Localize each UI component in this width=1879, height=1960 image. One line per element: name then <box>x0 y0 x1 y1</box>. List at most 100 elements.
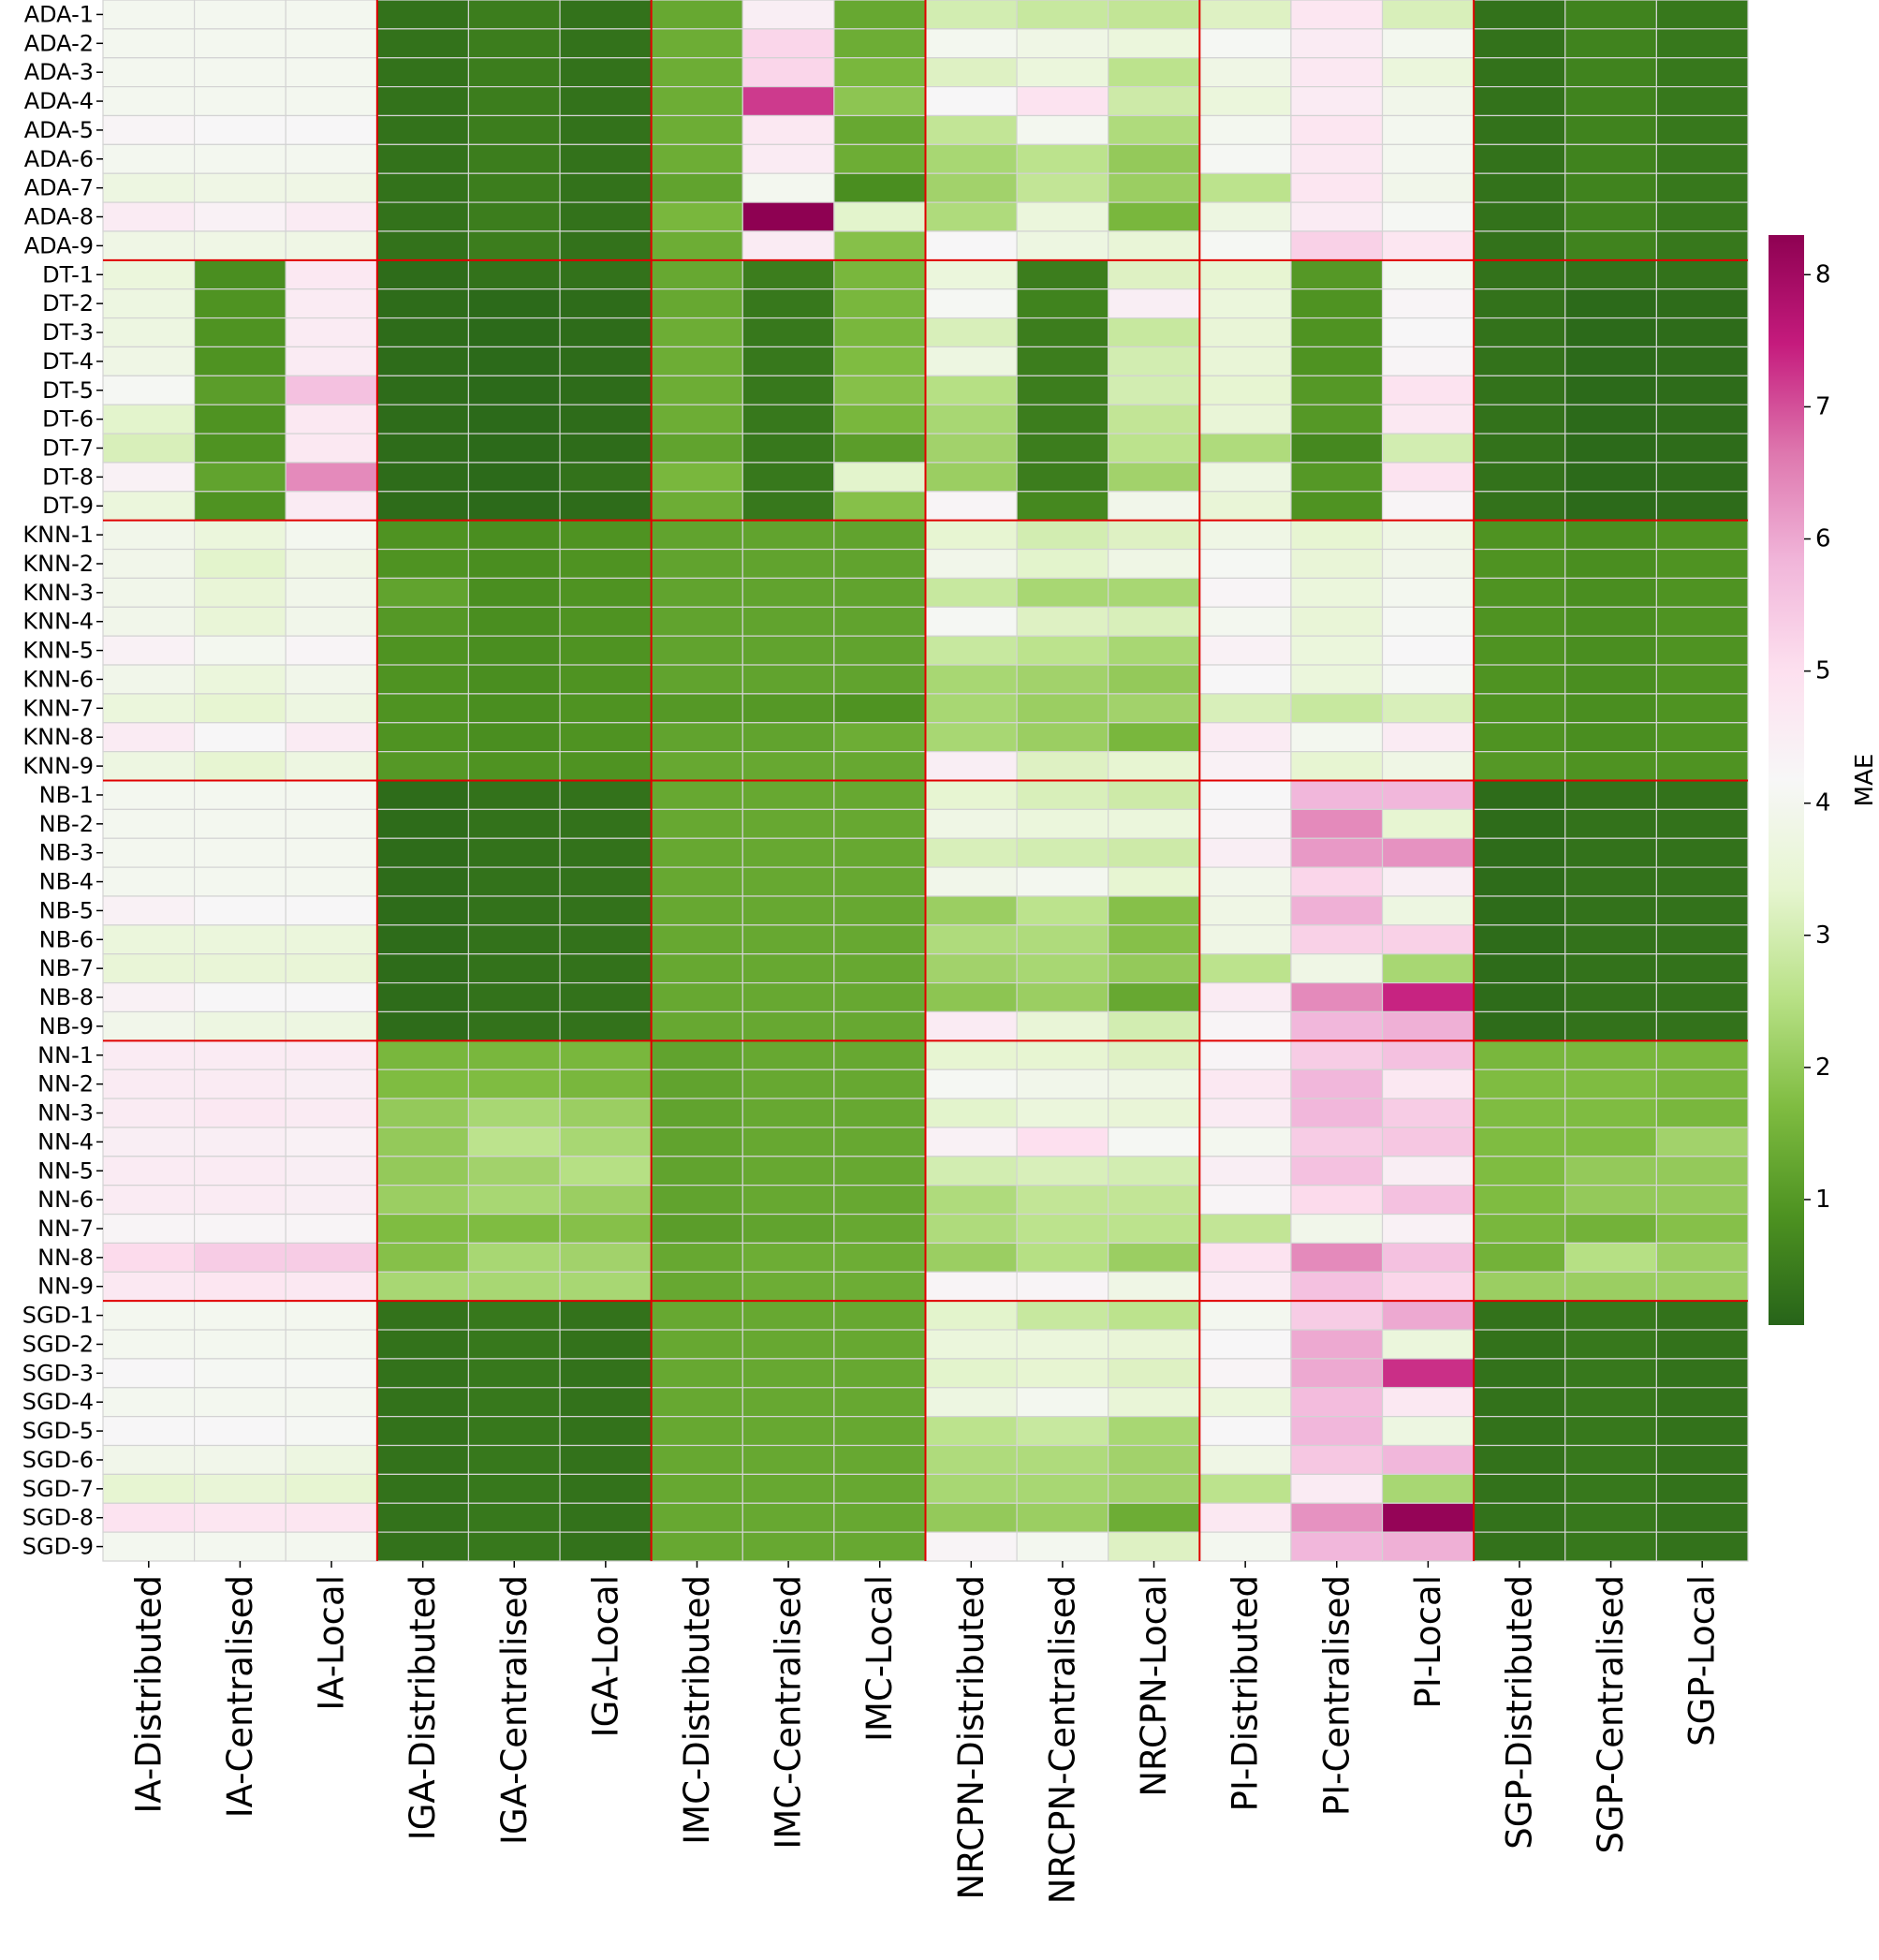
heatmap-cell <box>833 751 927 782</box>
heatmap-cell <box>833 143 927 174</box>
heatmap-cell <box>1198 779 1292 810</box>
heatmap-cell <box>1198 57 1292 88</box>
heatmap-cell <box>833 0 927 30</box>
heatmap-cell <box>102 953 196 984</box>
heatmap-cell <box>1108 1242 1200 1273</box>
heatmap-cell <box>1381 201 1475 232</box>
heatmap-cell <box>559 57 653 88</box>
heatmap-cell <box>1655 520 1749 551</box>
heatmap-cell <box>559 346 653 376</box>
heatmap-cell <box>559 404 653 435</box>
heatmap-cell <box>102 1242 196 1273</box>
heatmap-cell <box>1108 1213 1200 1245</box>
heatmap-cell <box>1108 404 1200 435</box>
heatmap-cell <box>1381 86 1475 117</box>
heatmap-cell <box>467 172 561 203</box>
heatmap-cell <box>1655 1329 1749 1360</box>
heatmap-cell <box>102 346 196 376</box>
heatmap-cell <box>924 28 1018 59</box>
heatmap-cell <box>1198 1068 1292 1099</box>
heatmap-cell <box>1564 1444 1657 1475</box>
y-tick-label: NN-2 <box>37 1071 94 1098</box>
heatmap-cell <box>741 1387 835 1418</box>
heatmap-cell <box>1016 28 1109 59</box>
heatmap-cell <box>102 433 196 464</box>
heatmap-cell <box>833 491 927 522</box>
heatmap-cell <box>1108 57 1200 88</box>
heatmap-cell <box>559 635 653 666</box>
heatmap-cell <box>285 1502 378 1533</box>
heatmap-cell <box>651 837 743 868</box>
heatmap-cell <box>1655 57 1749 88</box>
heatmap-cell <box>467 1271 561 1302</box>
heatmap-cell <box>833 1473 927 1504</box>
heatmap-cell <box>194 635 286 666</box>
x-tick-label: PI-Local <box>1408 1575 1448 1708</box>
heatmap-cell <box>1108 808 1200 839</box>
heatmap-cell <box>1564 606 1657 637</box>
heatmap-cell <box>102 664 196 695</box>
heatmap-cell <box>1290 837 1384 868</box>
heatmap-cell <box>102 1010 196 1041</box>
heatmap-cell <box>1381 1213 1475 1245</box>
heatmap-cell <box>1016 404 1109 435</box>
y-tick-label: ADA-3 <box>24 59 94 85</box>
heatmap-cell <box>1564 1416 1657 1447</box>
heatmap-cell <box>1108 1127 1200 1157</box>
heatmap-cell <box>1108 1010 1200 1041</box>
heatmap-cell <box>1564 375 1657 405</box>
heatmap-cell <box>924 577 1018 608</box>
heatmap-cell <box>1198 722 1292 753</box>
heatmap-cell <box>1655 1502 1749 1533</box>
y-tick-label: ADA-9 <box>24 232 94 258</box>
heatmap-cell <box>1016 924 1109 955</box>
heatmap-cell <box>194 548 286 580</box>
heatmap-cell <box>1290 1098 1384 1128</box>
heatmap-cell <box>741 1473 835 1504</box>
colorbar-label: MAE <box>1851 754 1879 807</box>
heatmap-cell <box>467 259 561 290</box>
heatmap-cell <box>194 433 286 464</box>
heatmap-cell <box>1108 1416 1200 1447</box>
heatmap-cell <box>1564 981 1657 1013</box>
heatmap-cell <box>833 172 927 203</box>
heatmap-cell <box>376 1127 470 1157</box>
heatmap-cell <box>741 837 835 868</box>
colorbar-tick-label: 5 <box>1815 657 1831 685</box>
heatmap-cell <box>1290 895 1384 926</box>
heatmap-cell <box>1016 201 1109 232</box>
heatmap-cell <box>285 924 378 955</box>
heatmap-cell <box>1198 143 1292 174</box>
heatmap-cell <box>1198 114 1292 145</box>
heatmap-cell <box>1473 635 1566 666</box>
heatmap-cell <box>1108 664 1200 695</box>
heatmap-cell <box>376 1387 470 1418</box>
heatmap-cell <box>102 1156 196 1186</box>
heatmap-cell <box>559 1300 653 1331</box>
heatmap-cell <box>924 1098 1018 1128</box>
heatmap-cell <box>1473 1098 1566 1128</box>
heatmap-cell <box>741 606 835 637</box>
heatmap-cell <box>1564 1271 1657 1302</box>
heatmap-cell <box>1564 346 1657 376</box>
y-tick-label: KNN-8 <box>22 724 94 750</box>
heatmap-cell <box>376 1098 470 1128</box>
heatmap-cell <box>1381 577 1475 608</box>
heatmap-cell <box>559 462 653 493</box>
heatmap-cell <box>1290 1242 1384 1273</box>
heatmap-cell <box>651 433 743 464</box>
y-tick-label: SGD-6 <box>22 1447 94 1473</box>
heatmap-cell <box>1290 230 1384 261</box>
heatmap-cell <box>1473 1010 1566 1041</box>
heatmap-cell <box>1473 751 1566 782</box>
heatmap-cell <box>833 606 927 637</box>
heatmap-cell <box>924 837 1018 868</box>
heatmap-cell <box>285 895 378 926</box>
heatmap-cell <box>285 1329 378 1360</box>
heatmap-cell <box>651 1156 743 1186</box>
heatmap-cell <box>924 1473 1018 1504</box>
heatmap-cell <box>1473 1387 1566 1418</box>
heatmap-cell <box>741 1329 835 1360</box>
heatmap-cell <box>833 1387 927 1418</box>
heatmap-cell <box>1473 548 1566 580</box>
